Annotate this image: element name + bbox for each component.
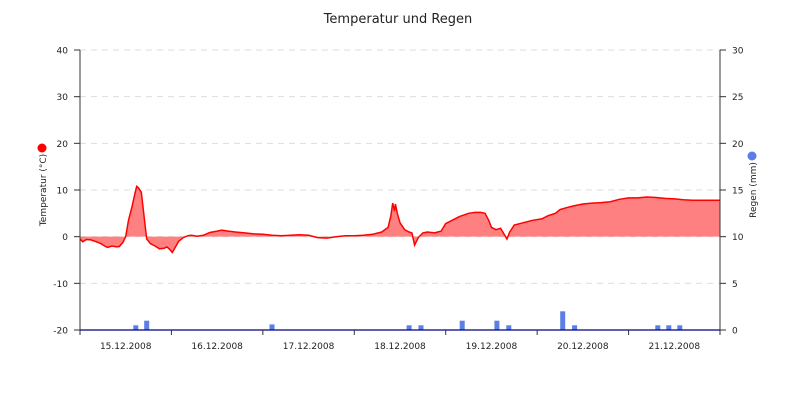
x-tick-label: 21.12.2008 bbox=[649, 342, 701, 352]
rain-legend-dot bbox=[747, 151, 757, 161]
y-left-tick-label: 10 bbox=[57, 187, 69, 197]
y-left-ticks: 40 30 20 10 0 -10 -20 bbox=[53, 47, 80, 337]
temperature-area bbox=[79, 184, 720, 254]
rain-bar bbox=[133, 325, 139, 330]
y-left-tick-label: -20 bbox=[53, 327, 68, 337]
y-left-tick-label: -10 bbox=[53, 280, 68, 290]
chart-title: Temperatur und Regen bbox=[323, 12, 473, 27]
rain-bar bbox=[506, 325, 512, 330]
y-right-tick-label: 20 bbox=[732, 140, 744, 150]
rain-bar bbox=[666, 325, 672, 330]
y-left-label: Temperatur (°C) bbox=[39, 154, 49, 227]
y-left-tick-label: 20 bbox=[57, 140, 69, 150]
y-right-tick-label: 10 bbox=[732, 233, 744, 243]
temperature-fill bbox=[80, 186, 720, 253]
y-right-tick-label: 0 bbox=[732, 327, 738, 337]
x-tick-label: 17.12.2008 bbox=[283, 342, 335, 352]
y-right-tick-label: 5 bbox=[732, 280, 738, 290]
x-ticks: 15.12.2008 16.12.2008 17.12.2008 18.12.2008… bbox=[79, 330, 721, 352]
y-right-tick-label: 15 bbox=[732, 187, 743, 197]
temperature-line bbox=[79, 184, 720, 254]
rain-bar bbox=[494, 320, 500, 330]
rain-bar bbox=[655, 325, 661, 330]
rain-bar bbox=[560, 311, 566, 330]
rain-bar bbox=[406, 325, 412, 330]
rain-bar bbox=[677, 325, 683, 330]
rain-bar bbox=[459, 320, 465, 330]
x-tick-label: 20.12.2008 bbox=[557, 342, 609, 352]
temperature-legend-dot bbox=[37, 143, 47, 153]
y-left-tick-label: 0 bbox=[62, 233, 68, 243]
rain-bar bbox=[144, 320, 150, 330]
x-tick-label: 18.12.2008 bbox=[374, 342, 426, 352]
rain-bar bbox=[269, 324, 275, 330]
rain-bar bbox=[572, 325, 578, 330]
x-tick-label: 15.12.2008 bbox=[100, 342, 152, 352]
rain-bars bbox=[133, 311, 683, 330]
x-tick-label: 16.12.2008 bbox=[191, 342, 243, 352]
rain-bar bbox=[418, 325, 424, 330]
y-left-tick-label: 30 bbox=[57, 93, 69, 103]
y-right-ticks: 30 25 20 15 10 5 0 bbox=[720, 47, 744, 337]
y-right-tick-label: 30 bbox=[732, 47, 744, 57]
x-tick-label: 19.12.2008 bbox=[466, 342, 518, 352]
grid bbox=[80, 49, 720, 284]
y-right-label: Regen (mm) bbox=[749, 162, 759, 218]
y-left-tick-label: 40 bbox=[57, 47, 69, 57]
y-right-tick-label: 25 bbox=[732, 93, 743, 103]
